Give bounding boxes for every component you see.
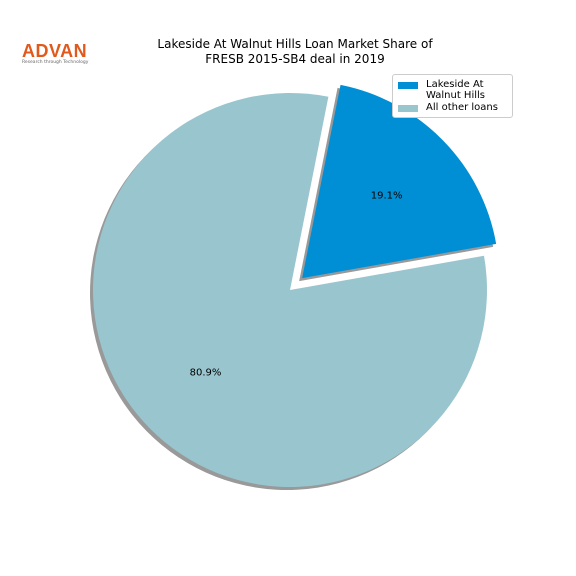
slice (302, 84, 497, 279)
legend-item: Lakeside At Walnut Hills (398, 79, 506, 101)
logo: ADVAN Research through Technology (22, 42, 88, 66)
value-label: 19.1% (371, 190, 403, 201)
legend-label: Lakeside At Walnut Hills (426, 79, 485, 101)
logo-tagline: Research through Technology (22, 60, 89, 65)
logo-text: ADVAN (22, 41, 88, 61)
value-label: 80.9% (190, 368, 222, 379)
legend-item: All other loans (398, 102, 506, 113)
legend-swatch (398, 82, 418, 89)
slice (92, 93, 488, 487)
legend: Lakeside At Walnut Hills All other loans (392, 74, 513, 118)
legend-swatch (398, 105, 418, 112)
chart-title: Lakeside At Walnut Hills Loan Market Sha… (157, 37, 433, 66)
legend-label: All other loans (426, 102, 498, 113)
